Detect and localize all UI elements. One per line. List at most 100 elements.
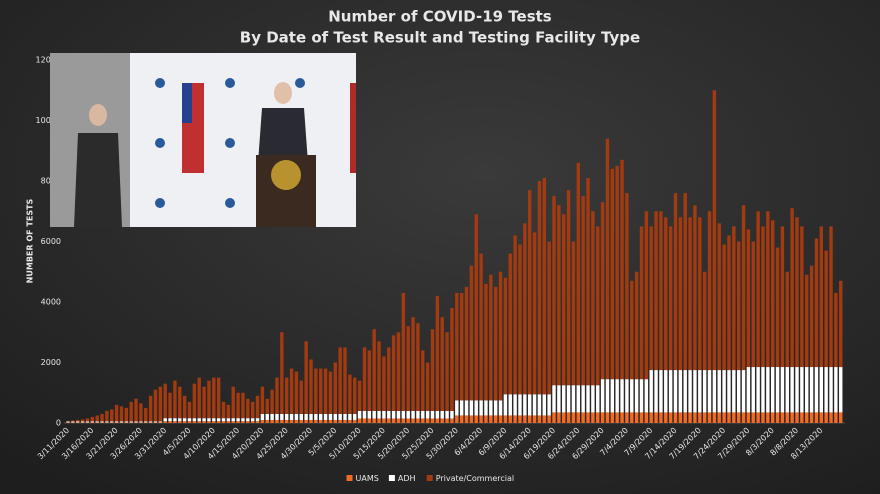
bar-segment [513,415,517,423]
bar-segment [625,379,629,413]
bar-segment [241,421,245,423]
bar-segment [401,292,406,411]
bar-segment [221,421,226,423]
bar-segment [455,400,459,416]
bar-segment [479,253,483,401]
bar-segment [518,394,522,416]
bar-segment [226,421,231,423]
bar-segment [630,412,634,423]
bar-segment [124,421,129,423]
bar-segment [537,181,542,395]
bar-segment [323,368,328,414]
bar-segment [110,421,114,423]
bar-segment [85,422,90,423]
bar-segment [212,418,216,422]
bar-segment [202,386,206,419]
bar-segment [309,359,313,414]
bar-segment [766,367,770,413]
bar-segment [771,412,775,423]
bar-segment [319,368,323,414]
bar-segment [80,422,85,423]
bar-segment [430,329,435,411]
bar-segment [586,412,590,423]
bar-segment [484,415,488,423]
bar-segment [139,422,143,423]
bar-segment [173,421,177,423]
chart-subtitle: By Date of Test Result and Testing Facil… [240,29,640,47]
bar-segment [790,412,794,423]
bar-segment [702,370,707,413]
bar-segment [649,412,653,423]
bar-segment [571,241,576,386]
bar-segment [314,368,318,414]
bar-segment [391,418,396,423]
bar-segment [751,412,755,423]
bar-segment [406,410,410,419]
bar-segment [406,418,410,423]
bar-segment [566,412,571,423]
bar-segment [547,394,551,416]
bar-segment [76,421,80,423]
bar-segment [537,415,542,423]
bar-segment [581,196,585,386]
bar-segment [654,211,658,371]
bar-segment [85,418,90,422]
bar-segment [596,385,600,413]
bar-segment [362,410,367,419]
bar-segment [95,415,99,422]
bar-segment [119,422,124,423]
bar-segment [722,412,726,423]
bar-segment [304,419,308,423]
bar-segment [226,404,231,419]
bar-segment [664,217,668,371]
bar-segment [372,418,376,423]
bar-segment [416,410,420,419]
bar-segment [761,226,765,368]
bar-segment [435,418,440,423]
bar-segment [654,412,658,423]
bar-segment [683,370,687,413]
bar-segment [119,406,124,422]
bar-segment [76,422,80,423]
bar-segment [508,394,512,416]
bar-segment [498,400,503,416]
bar-segment [187,401,192,419]
bar-segment [503,394,508,416]
bar-segment [664,370,668,413]
bar-segment [576,162,580,386]
bar-segment [639,379,644,413]
bar-segment [469,265,474,401]
bar-segment [727,235,731,371]
bar-segment [649,226,653,371]
bar-segment [673,412,678,423]
bar-segment [173,380,177,419]
bar-segment [435,410,440,419]
bar-segment [372,410,376,419]
bar-segment [469,415,474,423]
bar-segment [474,415,478,423]
bar-segment [736,412,741,423]
bar-segment [493,286,498,401]
bar-segment [445,410,449,419]
bar-segment [834,292,838,368]
bar-segment [489,400,493,416]
bar-segment [795,367,799,413]
bar-segment [182,395,187,419]
bar-segment [421,418,425,423]
bar-segment [255,418,260,422]
bar-segment [785,271,789,368]
bar-segment [562,412,566,423]
bar-segment [513,235,517,395]
bar-segment [712,370,717,413]
bar-segment [153,422,158,423]
bar-segment [707,211,712,371]
bar-segment [260,419,265,423]
bar-segment [216,377,221,419]
bar-segment [756,211,760,368]
bar-segment [294,371,299,414]
bar-segment [328,419,333,423]
bar-segment [333,419,337,423]
bar-segment [610,412,615,423]
bar-segment [625,412,629,423]
